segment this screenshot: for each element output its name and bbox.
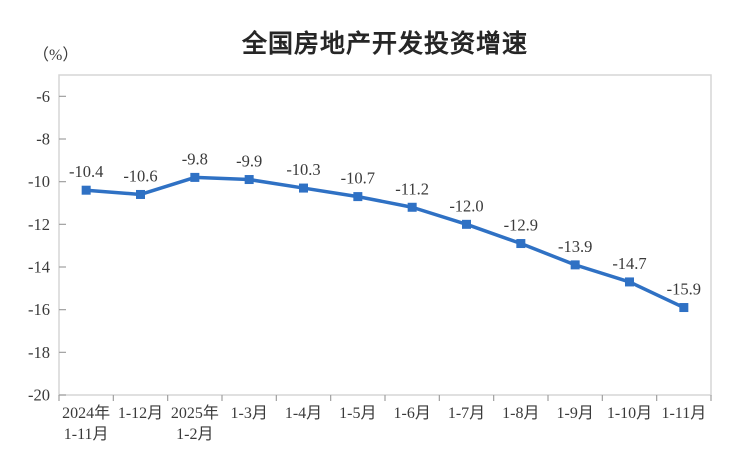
data-point-marker <box>462 219 471 229</box>
data-point-marker <box>625 277 634 287</box>
x-category-label: 1-12月 <box>118 405 163 422</box>
data-point-marker <box>407 202 417 212</box>
x-category-label: 1-9月 <box>556 405 593 422</box>
y-tick-label: -16 <box>28 300 50 319</box>
data-point-label: -12.9 <box>504 216 538 235</box>
data-point-label: -10.6 <box>123 166 157 185</box>
data-point-marker <box>516 239 526 249</box>
x-category-label: 2025年 1-2月 <box>171 404 219 443</box>
x-category-label: 1-4月 <box>285 405 322 422</box>
data-point-marker <box>570 260 580 270</box>
plot-border <box>58 74 712 396</box>
x-category-label: 1-5月 <box>339 405 376 422</box>
data-point-marker <box>190 172 200 182</box>
x-category-label: 1-11月 <box>661 405 706 422</box>
data-point-label: -14.7 <box>612 254 646 273</box>
data-point-marker <box>244 175 254 185</box>
data-point-label: -9.9 <box>236 152 262 171</box>
y-tick-label: -14 <box>28 258 50 277</box>
y-tick-label: -12 <box>28 215 50 234</box>
series-line <box>84 175 686 310</box>
y-tick-label: -18 <box>28 343 50 362</box>
data-point-label: -10.4 <box>69 162 103 181</box>
data-point-label: -9.8 <box>182 149 208 168</box>
data-point-label: -12.0 <box>449 196 483 215</box>
data-point-label: -10.3 <box>286 160 320 179</box>
x-category-label: 1-8月 <box>502 405 539 422</box>
y-tick-label: -6 <box>36 87 50 106</box>
y-tick-label: -20 <box>28 386 50 405</box>
data-point-label: -11.2 <box>395 179 429 198</box>
data-point-marker <box>81 185 91 195</box>
data-point-label: -13.9 <box>558 237 592 256</box>
x-category-label: 1-7月 <box>448 405 485 422</box>
x-category-label: 1-10月 <box>607 405 652 422</box>
x-category-label: 1-3月 <box>230 405 267 422</box>
chart-title: 全国房地产开发投资增速 <box>241 30 528 58</box>
data-point-label: -10.7 <box>341 169 375 188</box>
data-point-marker <box>353 192 363 202</box>
y-tick-label: -8 <box>36 130 50 149</box>
x-category-label: 1-6月 <box>393 405 430 422</box>
data-point-marker <box>136 189 145 199</box>
x-category-label: 2024年 1-11月 <box>62 404 110 443</box>
y-tick-label: -10 <box>28 172 50 191</box>
data-point-marker <box>679 303 689 313</box>
data-point-label: -15.9 <box>667 280 701 299</box>
data-point-marker <box>299 183 308 193</box>
y-axis-unit-label: （%） <box>33 47 79 64</box>
